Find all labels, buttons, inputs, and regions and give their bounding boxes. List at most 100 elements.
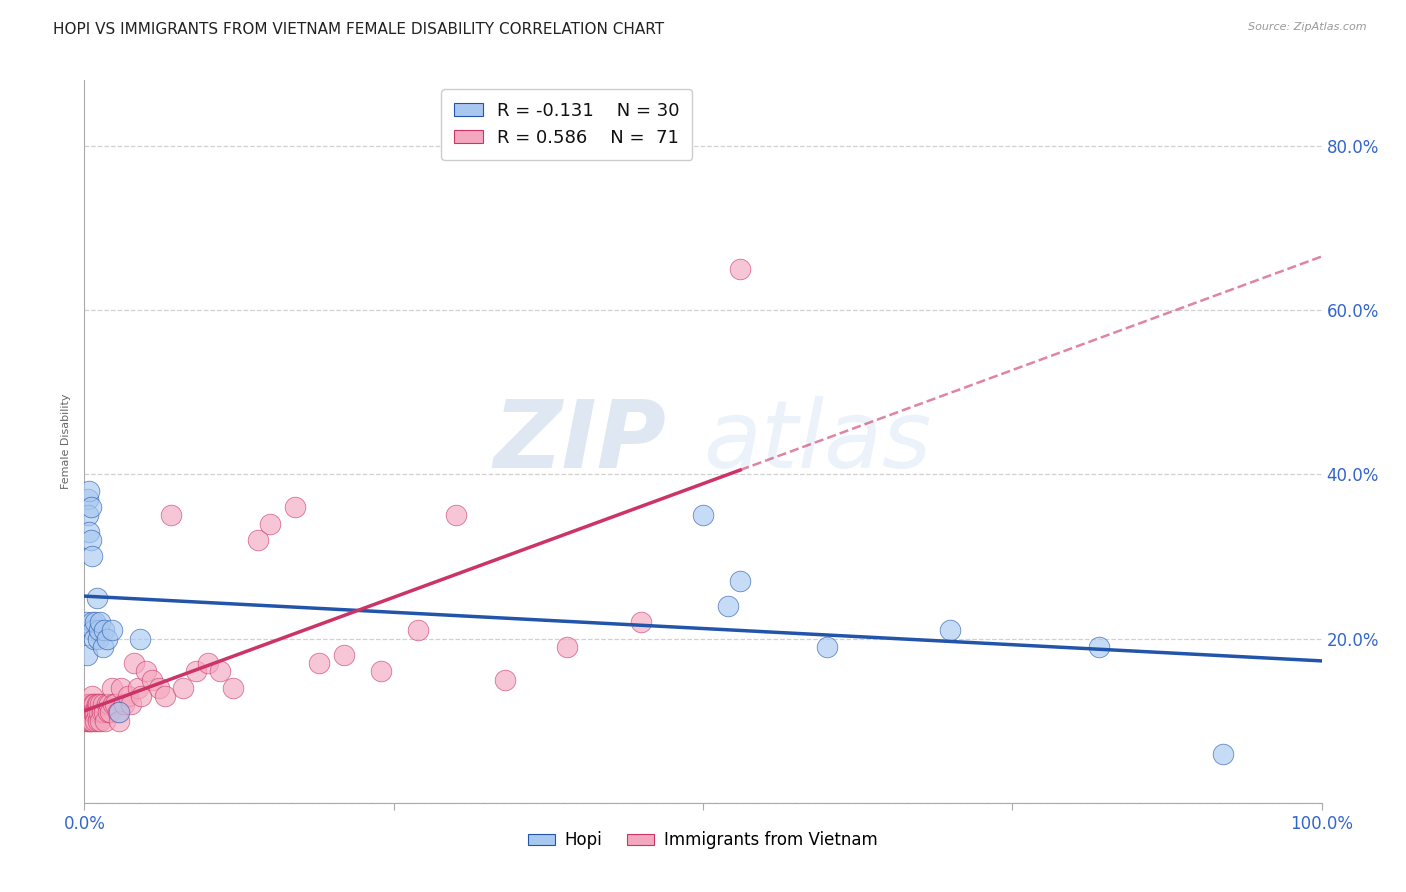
Point [104, 698, 127, 712]
Point [84, 615, 107, 630]
Point [87, 632, 110, 646]
Point [80, 714, 103, 728]
Point [79, 714, 101, 728]
Point [79, 483, 101, 498]
Point [83, 632, 105, 646]
Point [98, 706, 121, 720]
Y-axis label: Female Disability: Female Disability [62, 393, 72, 490]
Point [93, 624, 115, 638]
Text: HOPI VS IMMIGRANTS FROM VIETNAM FEMALE DISABILITY CORRELATION CHART: HOPI VS IMMIGRANTS FROM VIETNAM FEMALE D… [53, 22, 665, 37]
Point [77, 491, 100, 506]
Text: atlas: atlas [703, 396, 931, 487]
Point [89, 698, 111, 712]
Point [717, 599, 740, 613]
Point [91, 640, 114, 654]
Point [83, 698, 105, 712]
Point [141, 673, 163, 687]
Point [728, 262, 751, 277]
Point [209, 665, 232, 679]
Point [246, 533, 269, 547]
Point [494, 673, 516, 687]
Point [84, 714, 107, 728]
Point [80, 615, 103, 630]
Point [79, 524, 101, 539]
Point [333, 648, 356, 662]
Point [86, 591, 108, 605]
Point [308, 657, 330, 671]
Point [108, 706, 131, 720]
Point [107, 706, 129, 720]
Point [80, 689, 103, 703]
Point [80, 549, 103, 564]
Point [91, 698, 114, 712]
Point [197, 657, 219, 671]
Point [96, 698, 118, 712]
Point [117, 689, 139, 703]
Point [77, 706, 100, 720]
Point [79, 698, 101, 712]
Point [89, 706, 111, 720]
Point [120, 698, 142, 712]
Point [108, 714, 131, 728]
Point [153, 689, 176, 703]
Point [79, 706, 101, 720]
Point [79, 714, 101, 728]
Point [370, 665, 392, 679]
Point [100, 681, 122, 695]
Point [84, 706, 107, 720]
Point [1088, 640, 1111, 654]
Point [284, 500, 307, 515]
Point [87, 698, 110, 712]
Point [76, 648, 98, 662]
Point [79, 533, 101, 547]
Point [939, 624, 962, 638]
Point [692, 508, 714, 523]
Text: Source: ZipAtlas.com: Source: ZipAtlas.com [1249, 22, 1367, 32]
Point [630, 615, 652, 630]
Point [75, 706, 97, 720]
Point [86, 698, 108, 712]
Point [80, 706, 103, 720]
Point [86, 706, 108, 720]
Point [76, 706, 98, 720]
Point [89, 615, 111, 630]
Point [101, 698, 124, 712]
Point [75, 615, 97, 630]
Point [90, 706, 112, 720]
Point [77, 698, 100, 712]
Point [76, 698, 98, 712]
Point [148, 681, 170, 695]
Point [172, 681, 194, 695]
Point [100, 624, 122, 638]
Point [97, 706, 120, 720]
Point [160, 508, 183, 523]
Point [82, 706, 104, 720]
Point [94, 714, 117, 728]
Text: ZIP: ZIP [494, 395, 666, 488]
Point [728, 574, 751, 588]
Point [87, 714, 110, 728]
Point [129, 689, 152, 703]
Point [89, 624, 111, 638]
Point [98, 698, 121, 712]
Point [444, 508, 467, 523]
Point [83, 706, 105, 720]
Point [184, 665, 207, 679]
Point [1212, 747, 1234, 761]
Point [555, 640, 578, 654]
Point [222, 681, 245, 695]
Point [79, 698, 101, 712]
Point [122, 657, 145, 671]
Point [129, 632, 152, 646]
Point [82, 698, 104, 712]
Point [127, 681, 149, 695]
Point [77, 714, 100, 728]
Point [79, 706, 101, 720]
Point [259, 516, 281, 531]
Point [77, 508, 100, 523]
Point [93, 706, 115, 720]
Point [408, 624, 430, 638]
Point [75, 714, 97, 728]
Point [112, 698, 135, 712]
Point [135, 665, 157, 679]
